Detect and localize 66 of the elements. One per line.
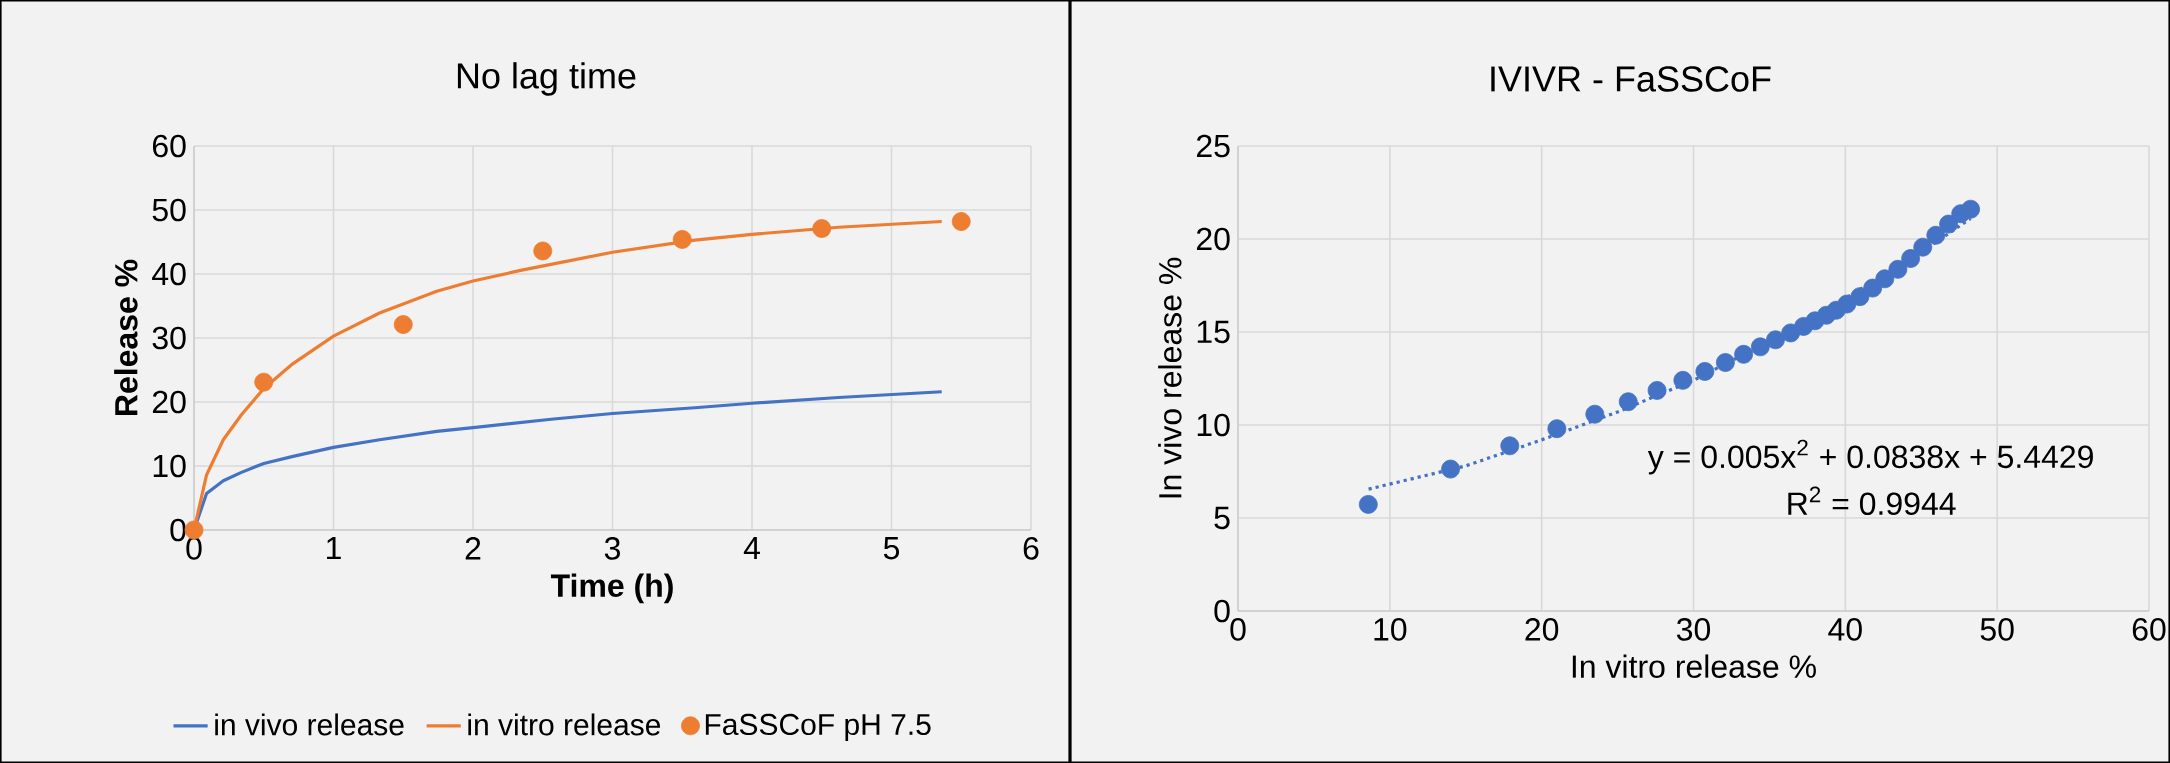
x-tick-label: 5 [883, 537, 900, 560]
y-tick-label: 10 [153, 454, 186, 478]
point [1673, 370, 1693, 390]
point [1500, 436, 1520, 456]
point [1585, 404, 1605, 424]
annotation: R$^{2}$ = 0.9944 [1788, 486, 1956, 516]
y-tick-label: 5 [1214, 506, 1230, 530]
x-tick-label: 30 [1676, 618, 1711, 641]
point [393, 315, 413, 334]
y-tick-label: 20 [1196, 227, 1230, 251]
point [1926, 225, 1946, 245]
legend-label: FaSSCoF pH 7.5 [705, 713, 931, 741]
legend-label: in vivo release [215, 713, 404, 736]
x-tick-label: 2 [465, 537, 481, 560]
point [533, 241, 553, 261]
y-tick-label: 60 [152, 134, 186, 158]
y-tick-label: 10 [1197, 413, 1230, 437]
point [1913, 237, 1933, 257]
y-tick-label: 40 [152, 262, 186, 286]
x-tick-label: 3 [604, 537, 620, 560]
y-axis-title: Release % [114, 259, 138, 416]
legend-label: in vitro release [468, 713, 661, 736]
point [1547, 419, 1567, 439]
x-tick-label: 10 [1374, 618, 1407, 641]
point [1647, 380, 1667, 400]
point [1618, 392, 1638, 412]
chart-title: IVIVR - FaSSCoF [1491, 66, 1771, 92]
point [1961, 199, 1980, 219]
point [1939, 214, 1958, 234]
x-axis-title: In vitro release % [1572, 654, 1816, 678]
point [1875, 269, 1895, 289]
point [1734, 344, 1754, 364]
y-axis-title: In vivo release % [1158, 257, 1182, 498]
y-tick-label: 30 [152, 326, 186, 350]
point [1850, 287, 1870, 307]
y-tick-label: 50 [152, 198, 186, 222]
point [1358, 495, 1378, 514]
x-tick-label: 4 [743, 537, 760, 560]
point [1715, 353, 1735, 372]
point [1766, 330, 1785, 350]
x-tick-label: 6 [1023, 537, 1039, 560]
x-tick-label: 50 [1980, 618, 2014, 641]
point [1863, 278, 1883, 298]
x-tick-label: 1 [327, 537, 341, 560]
point [672, 230, 692, 249]
x-tick-label: 0 [186, 537, 202, 560]
y-tick-label: 0 [170, 518, 186, 542]
annotation: y = 0.005x$^{2}$ + 0.0838x + 5.4429 [1647, 439, 2093, 475]
y-tick-label: 0 [1214, 599, 1230, 623]
chart-title: No lag time [457, 62, 636, 96]
x-tick-label: 0 [1230, 618, 1246, 641]
point [1441, 459, 1460, 479]
x-tick-label: 60 [2132, 618, 2166, 641]
point [1695, 362, 1715, 381]
point [1901, 249, 1921, 268]
point [254, 372, 274, 392]
point [812, 219, 832, 238]
x-tick-label: 40 [1828, 618, 1862, 641]
x-tick-label: 20 [1525, 618, 1559, 641]
point [1888, 259, 1908, 279]
point [951, 212, 971, 231]
y-tick-label: 20 [152, 390, 186, 414]
y-tick-label: 15 [1197, 320, 1230, 344]
y-tick-label: 25 [1196, 134, 1230, 158]
x-axis-title: Time (h) [550, 573, 673, 604]
point [1750, 337, 1770, 357]
